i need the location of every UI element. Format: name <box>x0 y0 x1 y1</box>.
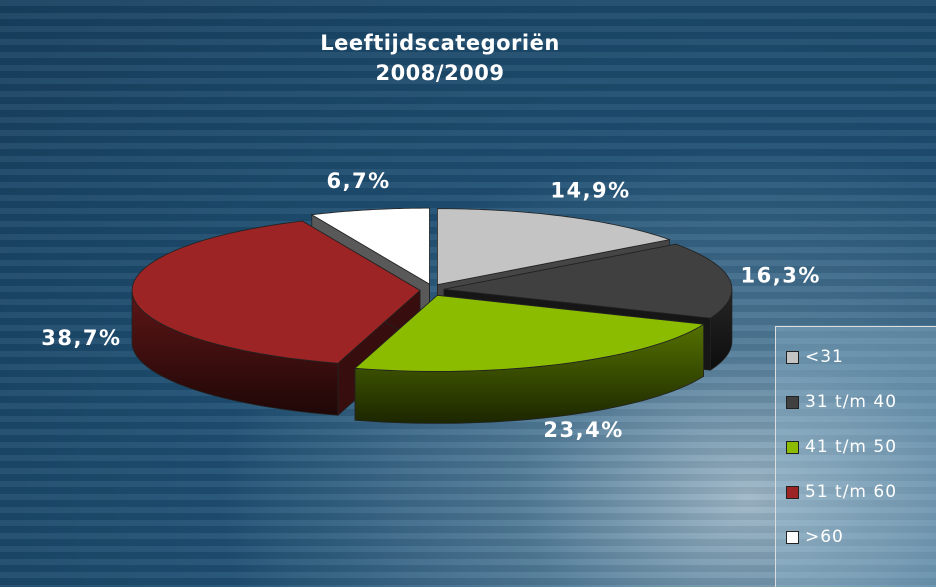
data-label: 16,3% <box>741 264 821 288</box>
legend-swatch <box>786 350 799 364</box>
legend-swatch <box>786 395 799 409</box>
legend-label: <31 <box>805 347 844 367</box>
data-label: 38,7% <box>41 326 121 350</box>
chart-title: Leeftijdscategoriën 2008/2009 <box>320 31 560 85</box>
slice-top <box>131 220 421 364</box>
legend-label: >60 <box>805 527 844 547</box>
legend-swatch <box>786 485 799 499</box>
pie-slice <box>131 220 421 417</box>
legend: <31 31 t/m 40 41 t/m 50 51 t/m 60 >60 <box>775 326 936 587</box>
legend-entry: 31 t/m 40 <box>786 392 897 412</box>
slice-top <box>354 294 705 372</box>
legend-label: 31 t/m 40 <box>805 392 898 412</box>
legend-entry: 41 t/m 50 <box>786 437 897 457</box>
legend-entry: <31 <box>786 347 844 367</box>
data-label: 14,9% <box>550 179 630 203</box>
legend-label: 41 t/m 50 <box>805 437 898 457</box>
legend-swatch <box>786 530 799 544</box>
slice-top <box>310 207 430 285</box>
pie-slice <box>354 294 705 424</box>
data-label: 23,4% <box>543 418 623 442</box>
legend-entry: >60 <box>786 527 844 547</box>
slice-top <box>443 243 733 319</box>
legend-label: 51 t/m 60 <box>805 482 898 502</box>
data-label: 6,7% <box>326 169 390 193</box>
legend-swatch <box>786 440 799 454</box>
legend-entry: 51 t/m 60 <box>786 482 897 502</box>
slice-top <box>437 208 671 286</box>
